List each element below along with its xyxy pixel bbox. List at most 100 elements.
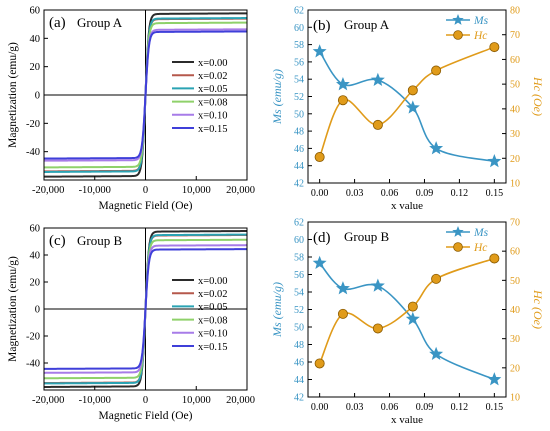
legend-marker-Ms — [452, 14, 464, 25]
data-point-Ms — [405, 100, 420, 114]
data-point-Hc — [489, 42, 500, 53]
x-tick-label: -10,000 — [79, 395, 111, 406]
data-point-Hc — [337, 308, 348, 319]
y-left-tick-label: 62 — [294, 218, 304, 229]
y-right-tick-label: 80 — [510, 6, 520, 17]
x-tick-label: 0.12 — [451, 188, 469, 199]
y-tick-label: 40 — [30, 251, 41, 262]
y-right-tick-label: 50 — [510, 80, 520, 91]
legend-marker-Hc — [453, 242, 463, 252]
legend-label: x=0.02 — [198, 71, 228, 82]
mh-panel-2: -20,000 -10,000 0 10,000 20,000 -40 -20 0 20 40 60… — [7, 224, 255, 423]
mh-panel-0: -20,000 -10,000 0 10,000 20,000 -40 -20 0 20 40 60… — [7, 6, 255, 213]
y-left-tick-label: 62 — [294, 6, 304, 17]
data-point-Hc — [489, 253, 500, 264]
x-tick-label: 0.03 — [346, 402, 364, 413]
group-label: Group B — [77, 233, 122, 248]
x-tick-label: 0.15 — [486, 402, 504, 413]
y-left-axis-label: Ms (emu/g) — [270, 282, 284, 338]
legend-marker-Hc — [453, 30, 463, 40]
legend-label: x=0.02 — [198, 289, 228, 300]
y-tick-label: -20 — [26, 332, 40, 343]
y-left-tick-label: 60 — [294, 23, 304, 34]
y-left-tick-label: 52 — [294, 92, 304, 103]
legend-label: x=0.08 — [198, 97, 228, 108]
series-line-x=0.15 — [43, 30, 248, 160]
x-tick-label: -20,000 — [32, 395, 64, 406]
y-left-tick-label: 48 — [294, 340, 304, 351]
x-tick-label: 0.09 — [416, 402, 434, 413]
y-axis-label: Magnetization (emu/g) — [7, 256, 19, 362]
y-tick-label: 20 — [30, 62, 41, 73]
data-point-Ms — [370, 72, 385, 86]
legend-label: Hc — [473, 30, 487, 42]
panel-label: (c) — [49, 233, 66, 249]
y-left-tick-label: 44 — [294, 375, 304, 386]
legend-label: Ms — [473, 227, 489, 239]
x-tick-label: 0 — [143, 185, 148, 196]
x-tick-label: 0.00 — [311, 188, 329, 199]
legend-marker-Ms — [452, 226, 464, 237]
x-tick-label: 20,000 — [226, 395, 255, 406]
data-point-Ms — [335, 77, 350, 91]
data-point-Ms — [405, 311, 420, 326]
data-point-Hc — [314, 152, 325, 163]
data-point-Ms — [487, 154, 502, 168]
y-left-tick-label: 42 — [294, 393, 304, 404]
legend-label: x=0.10 — [198, 329, 228, 340]
y-right-tick-label: 50 — [510, 276, 520, 287]
y-left-tick-label: 50 — [294, 109, 304, 120]
data-point-Hc — [372, 119, 383, 130]
data-point-Ms — [487, 372, 502, 386]
data-point-Ms — [335, 281, 350, 295]
y-left-tick-label: 46 — [294, 144, 304, 155]
y-tick-label: 0 — [35, 305, 40, 316]
x-axis-label: x value — [391, 414, 423, 426]
series-line-x=0.15 — [43, 248, 248, 370]
y-left-tick-label: 42 — [294, 179, 304, 190]
y-left-tick-label: 56 — [294, 57, 304, 68]
legend-label: Ms — [473, 15, 489, 27]
series-line-Ms — [319, 262, 495, 381]
group-label: Group A — [344, 17, 390, 32]
y-tick-label: -40 — [26, 359, 40, 370]
y-right-tick-label: 70 — [510, 30, 520, 41]
x-tick-label: 0.03 — [346, 188, 364, 199]
y-right-tick-label: 10 — [510, 179, 520, 190]
x-axis-label: x value — [391, 200, 423, 212]
legend-label: x=0.00 — [198, 276, 228, 287]
y-right-tick-label: 70 — [510, 218, 520, 229]
panel-label: (b) — [313, 18, 331, 34]
legend-label: x=0.10 — [198, 111, 228, 122]
x-tick-label: 0.00 — [311, 402, 329, 413]
data-point-Hc — [431, 65, 442, 76]
data-point-Ms — [312, 255, 327, 270]
x-tick-label: 0 — [143, 395, 148, 406]
y-tick-label: 40 — [30, 34, 41, 45]
data-point-Hc — [314, 358, 325, 369]
y-left-tick-label: 52 — [294, 305, 304, 316]
legend-label: x=0.00 — [198, 58, 228, 69]
y-right-tick-label: 30 — [510, 129, 520, 140]
y-left-axis-label: Ms (emu/g) — [270, 69, 284, 125]
y-right-axis-label: Hc (Oe) — [531, 289, 545, 329]
y-right-tick-label: 40 — [510, 104, 520, 115]
y-left-tick-label: 50 — [294, 323, 304, 334]
y-left-tick-label: 58 — [294, 253, 304, 264]
legend-label: Hc — [473, 242, 487, 254]
y-right-axis-label: Hc (Oe) — [531, 76, 545, 116]
x-tick-label: -10,000 — [79, 185, 111, 196]
legend-label: x=0.15 — [198, 342, 228, 353]
y-left-tick-label: 44 — [294, 161, 304, 172]
data-point-Hc — [407, 301, 418, 312]
y-tick-label: 60 — [30, 6, 41, 17]
x-tick-label: 0.15 — [486, 188, 504, 199]
legend-label: x=0.05 — [198, 302, 228, 313]
panel-label: (d) — [313, 230, 331, 246]
y-left-tick-label: 54 — [294, 75, 304, 86]
x-tick-label: 20,000 — [226, 185, 255, 196]
x-tick-label: 0.12 — [451, 402, 469, 413]
y-tick-label: 0 — [35, 91, 40, 102]
data-point-Hc — [372, 323, 383, 334]
